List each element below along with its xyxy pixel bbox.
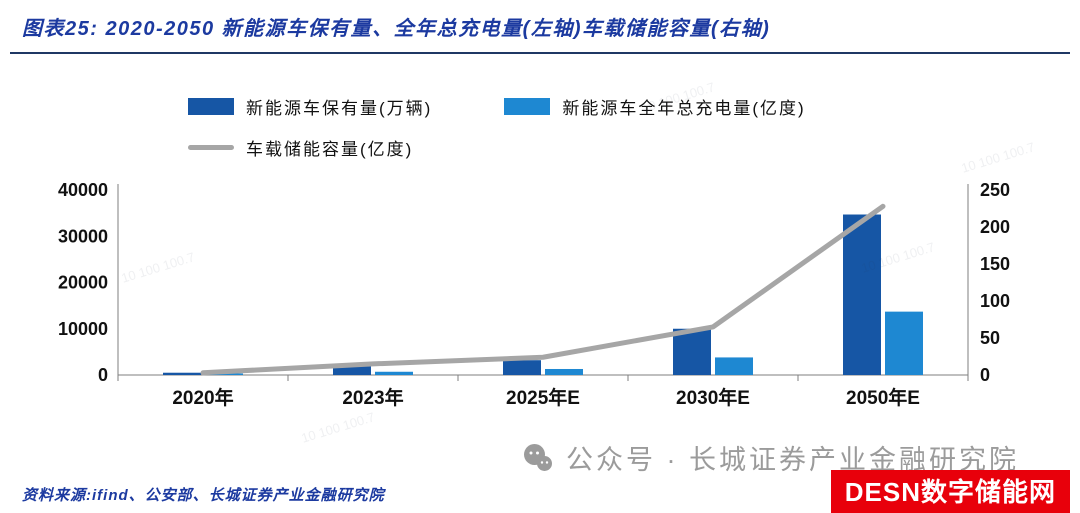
wechat-watermark: 公众号 · 长城证券产业金融研究院 [522,438,1019,477]
legend-label-ownership: 新能源车保有量(万辆) [246,99,433,118]
category-label: 2025年E [506,386,580,409]
legend-label-storage: 车载储能容量(亿度) [246,140,414,159]
desn-badge: DESN数字储能网 [830,470,1070,513]
right-axis-tick-label: 100 [980,291,1010,311]
figure-title: 图表25: 2020-2050 新能源车保有量、全年总充电量(左轴)车载储能容量… [22,18,771,40]
category-label: 2023年 [342,386,403,409]
bar-ownership [673,328,711,375]
bar-charging [205,373,243,375]
bar-charging [545,368,583,375]
bar-ownership [503,360,541,375]
category-label: 2020年 [172,386,233,409]
legend-item-ownership: 新能源车保有量(万辆) [188,94,432,119]
legend-item-charging: 新能源车全年总充电量(亿度) [504,94,805,119]
left-axis-tick-label: 30000 [58,226,108,246]
left-axis-tick-label: 0 [98,365,108,385]
storage-capacity-line [200,203,886,376]
chart-legend: 新能源车保有量(万辆) 新能源车全年总充电量(亿度) 车载储能容量(亿度) [188,94,878,176]
chart-svg: 0 10000 20000 30000 40000 0 50 100 150 200 250 2020… [58,180,1010,409]
bar-ownership [333,365,371,375]
bar-charging [885,311,923,375]
legend-swatch-storage-line [188,145,234,150]
title-divider [10,52,1070,54]
legend-swatch-ownership [188,98,234,115]
right-axis-tick-label: 50 [980,328,1000,348]
bar-ownership [163,372,201,375]
legend-row-2: 车载储能容量(亿度) [188,135,878,160]
right-axis-tick-label: 200 [980,217,1010,237]
legend-swatch-charging [504,98,551,115]
right-axis-tick-label: 0 [980,365,990,385]
category-label: 2030年E [676,386,750,409]
bar-charging [375,371,413,375]
right-axis-tick-label: 250 [980,180,1010,200]
left-axis-tick-label: 40000 [58,180,108,200]
bar-ownership [843,214,881,375]
left-axis-tick-label: 10000 [58,319,108,339]
source-note: 资料来源:ifind、公安部、长城证券产业金融研究院 [22,487,385,504]
legend-item-storage: 车载储能容量(亿度) [188,135,413,160]
diagonal-watermark: 10 100 100.7 [959,139,1037,176]
wechat-icon [522,442,554,474]
legend-label-charging: 新能源车全年总充电量(亿度) [562,99,806,118]
category-label: 2050年E [846,386,920,409]
legend-row-1: 新能源车保有量(万辆) 新能源车全年总充电量(亿度) [188,94,878,119]
right-axis-tick-label: 150 [980,254,1010,274]
left-axis-tick-label: 20000 [58,273,108,293]
bar-charging [715,357,753,375]
